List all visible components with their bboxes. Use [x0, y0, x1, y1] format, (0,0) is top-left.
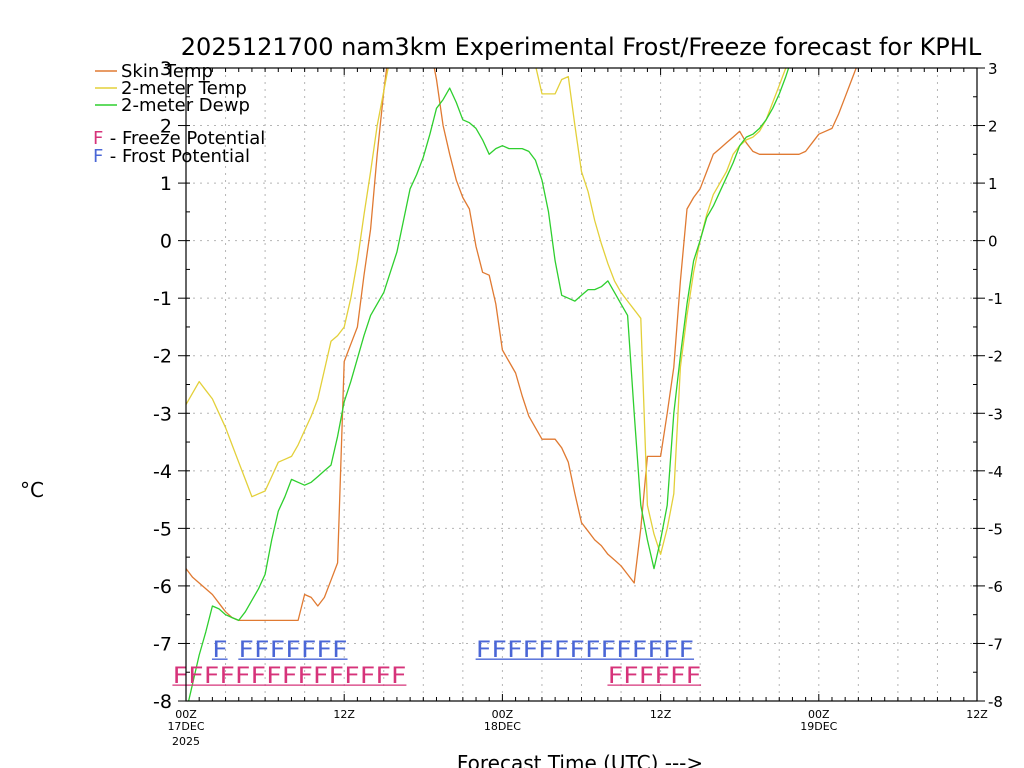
y-tick-label-left: 3 — [160, 58, 172, 80]
y-tick-label-left: -4 — [153, 461, 172, 483]
y-tick-label-right: 1 — [988, 175, 998, 193]
legend-freeze-text: - Freeze Potential — [104, 128, 265, 149]
legend-frost-letter: F — [93, 146, 103, 167]
y-tick-label-left: -6 — [153, 576, 172, 598]
y-tick-label-right: -5 — [988, 520, 1003, 538]
y-axis-label: °C — [20, 478, 44, 502]
series-line-2-meter-temp — [186, 68, 787, 555]
y-tick-label-right: -1 — [988, 290, 1003, 308]
x-tick-label: 00Z — [175, 708, 197, 721]
x-tick-label: 12Z — [333, 708, 355, 721]
y-tick-label-right: -6 — [988, 578, 1003, 596]
y-tick-label-left: -3 — [153, 403, 172, 425]
legend-frost-text: - Frost Potential — [104, 146, 250, 167]
y-tick-label-right: -2 — [988, 348, 1003, 366]
series-line-skin-temp — [186, 68, 857, 622]
series-layer — [186, 68, 857, 701]
legend-freeze-letter: F — [93, 128, 103, 149]
y-tick-label-right: 0 — [988, 233, 998, 251]
x-tick-date-label: 19DEC — [800, 720, 837, 733]
y-tick-label-right: -7 — [988, 635, 1003, 653]
y-tick-label-right: -3 — [988, 405, 1003, 423]
axes: -8 -8 -7 -7 -6 -6 -5 -5 -4 -4 -3 -3 -2 -2 -1 -1 0 0 1 1 2 2 3 3… — [153, 58, 1003, 748]
y-tick-label-left: -8 — [153, 691, 172, 713]
x-tick-label: 00Z — [492, 708, 514, 721]
y-tick-label-left: -7 — [153, 633, 172, 655]
legend: Skin Temp 2-meter Temp 2-meter Dewp F - … — [93, 61, 265, 167]
x-tick-date-label: 17DEC — [167, 720, 204, 733]
y-tick-label-right: -8 — [988, 693, 1003, 711]
y-tick-label-right: 2 — [988, 118, 998, 136]
y-tick-label-left: 2 — [160, 116, 172, 138]
legend-label-skin-temp: Skin Temp — [121, 61, 213, 82]
legend-label-2m-temp: 2-meter Temp — [121, 78, 247, 99]
x-tick-label: 12Z — [966, 708, 988, 721]
x-tick-label: 12Z — [650, 708, 672, 721]
y-tick-label-left: -1 — [153, 288, 172, 310]
y-tick-label-left: -2 — [153, 346, 172, 368]
y-tick-label-left: -5 — [153, 518, 172, 540]
y-tick-label-right: -4 — [988, 463, 1003, 481]
y-tick-label-left: 0 — [160, 231, 172, 253]
x-tick-year-label: 2025 — [172, 735, 200, 748]
x-tick-date-label: 18DEC — [484, 720, 521, 733]
series-line-2-meter-dewp — [187, 68, 790, 701]
x-axis-label: Forecast Time (UTC) ---> — [457, 751, 703, 768]
flag-frost-marker: F — [212, 638, 228, 663]
y-tick-label-left: 1 — [160, 173, 172, 195]
chart-title: 2025121700 nam3km Experimental Frost/Fre… — [181, 33, 982, 61]
x-tick-label: 00Z — [808, 708, 830, 721]
y-tick-label-right: 3 — [988, 60, 998, 78]
grid — [186, 68, 977, 701]
